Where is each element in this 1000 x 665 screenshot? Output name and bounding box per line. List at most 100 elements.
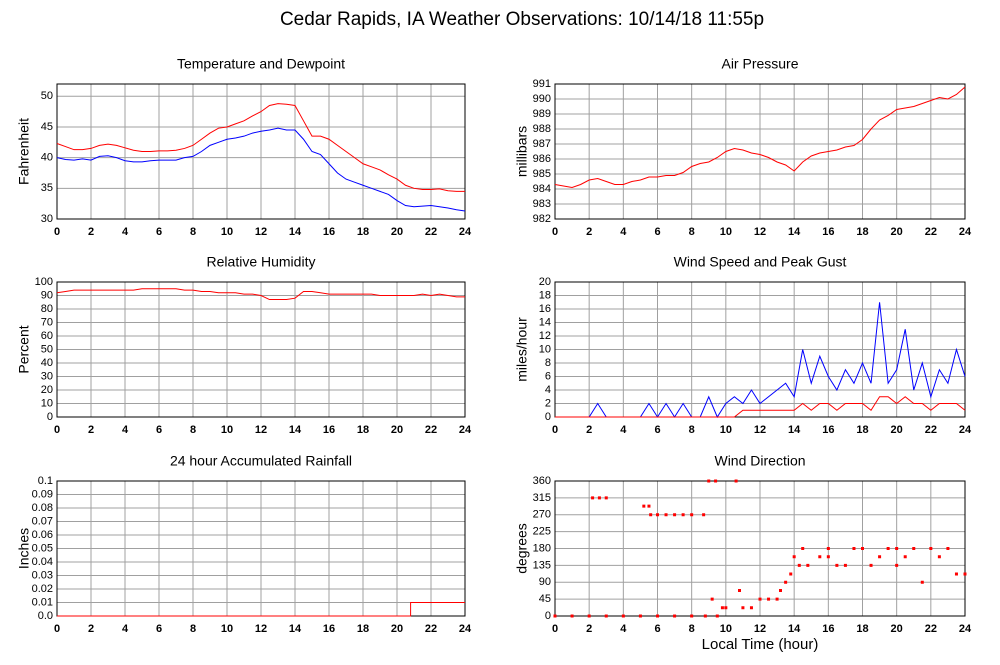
y-tick-label: 986 xyxy=(533,153,551,165)
y-axis-label: degrees xyxy=(514,523,530,574)
point xyxy=(741,606,745,610)
x-tick-label: 12 xyxy=(754,424,766,436)
x-tick-label: 24 xyxy=(459,226,472,238)
x-tick-label: 24 xyxy=(459,424,472,436)
point xyxy=(806,563,810,567)
series-line xyxy=(555,396,966,418)
y-tick-label: 988 xyxy=(533,123,551,135)
x-tick-label: 24 xyxy=(959,424,972,436)
y-axis-label: Inches xyxy=(16,528,32,569)
point xyxy=(886,547,890,550)
x-tick-label: 4 xyxy=(122,424,129,436)
point xyxy=(707,479,711,483)
x-tick-label: 24 xyxy=(459,623,472,635)
y-tick-label: 0.09 xyxy=(32,488,53,500)
point xyxy=(929,547,933,550)
point xyxy=(664,513,668,517)
x-tick-label: 0 xyxy=(54,424,60,436)
chart-title: Wind Speed and Peak Gust xyxy=(674,254,847,270)
y-tick-label: 990 xyxy=(533,93,551,105)
chart-title: Air Pressure xyxy=(721,56,798,72)
series-line xyxy=(57,602,465,617)
x-tick-label: 18 xyxy=(357,226,369,238)
x-tick-label: 16 xyxy=(323,623,335,635)
x-tick-label: 22 xyxy=(425,226,437,238)
y-tick-label: 135 xyxy=(533,559,551,571)
point xyxy=(775,597,779,601)
point xyxy=(604,614,608,618)
x-tick-label: 18 xyxy=(357,424,369,436)
point xyxy=(553,614,557,618)
point xyxy=(895,563,899,567)
y-tick-label: 984 xyxy=(533,183,551,195)
x-tick-label: 8 xyxy=(190,424,196,436)
x-tick-label: 22 xyxy=(925,424,937,436)
x-tick-label: 20 xyxy=(891,226,903,238)
point xyxy=(591,496,595,500)
y-tick-label: 10 xyxy=(539,343,551,355)
point xyxy=(710,597,714,601)
point xyxy=(826,555,830,559)
point xyxy=(758,597,762,601)
point xyxy=(570,614,574,618)
point xyxy=(861,547,864,550)
point xyxy=(835,563,839,567)
point xyxy=(937,555,941,559)
y-tick-label: 0 xyxy=(545,610,551,622)
x-tick-label: 4 xyxy=(122,226,129,238)
point xyxy=(673,513,677,517)
point xyxy=(714,479,718,483)
point xyxy=(779,589,782,592)
x-tick-label: 4 xyxy=(122,623,129,635)
x-tick-label: 8 xyxy=(190,623,196,635)
x-tick-label: 16 xyxy=(323,226,335,238)
x-axis-label: Local Time (hour) xyxy=(702,636,819,653)
x-tick-label: 10 xyxy=(221,623,233,635)
point xyxy=(702,513,706,517)
x-tick-label: 6 xyxy=(654,424,660,436)
point xyxy=(656,513,659,517)
y-tick-label: 0.1 xyxy=(38,475,53,487)
x-tick-label: 10 xyxy=(221,424,233,436)
plot-frame xyxy=(56,281,466,418)
y-tick-label: 991 xyxy=(533,78,551,90)
x-tick-label: 18 xyxy=(856,623,868,635)
y-tick-label: 225 xyxy=(533,526,551,538)
point xyxy=(843,563,847,567)
point xyxy=(738,589,741,592)
point xyxy=(912,547,916,550)
x-tick-label: 0 xyxy=(54,226,60,238)
point xyxy=(789,572,793,576)
x-tick-label: 14 xyxy=(788,623,801,635)
point xyxy=(920,580,924,584)
x-tick-label: 0 xyxy=(552,226,558,238)
point xyxy=(963,572,967,576)
y-tick-label: 2 xyxy=(545,397,551,409)
y-tick-label: 0.06 xyxy=(32,529,53,541)
point xyxy=(818,555,822,559)
y-tick-label: 0 xyxy=(545,411,551,423)
y-tick-label: 0.05 xyxy=(32,542,53,554)
y-tick-label: 6 xyxy=(545,370,551,382)
point xyxy=(642,504,646,508)
point xyxy=(649,513,653,517)
x-tick-label: 8 xyxy=(190,226,196,238)
y-tick-label: 80 xyxy=(41,303,53,315)
y-tick-label: 0.0 xyxy=(38,610,53,622)
x-tick-label: 2 xyxy=(586,424,592,436)
point xyxy=(647,504,651,508)
x-tick-label: 8 xyxy=(689,424,695,436)
x-tick-label: 14 xyxy=(289,226,302,238)
chart-title: Temperature and Dewpoint xyxy=(177,56,345,72)
y-tick-label: 90 xyxy=(539,576,551,588)
y-tick-label: 982 xyxy=(533,213,551,225)
x-tick-label: 20 xyxy=(891,623,903,635)
x-tick-label: 12 xyxy=(255,623,267,635)
x-tick-label: 6 xyxy=(156,623,162,635)
y-tick-label: 45 xyxy=(539,593,551,605)
y-tick-label: 60 xyxy=(41,330,53,342)
x-tick-label: 2 xyxy=(586,623,592,635)
